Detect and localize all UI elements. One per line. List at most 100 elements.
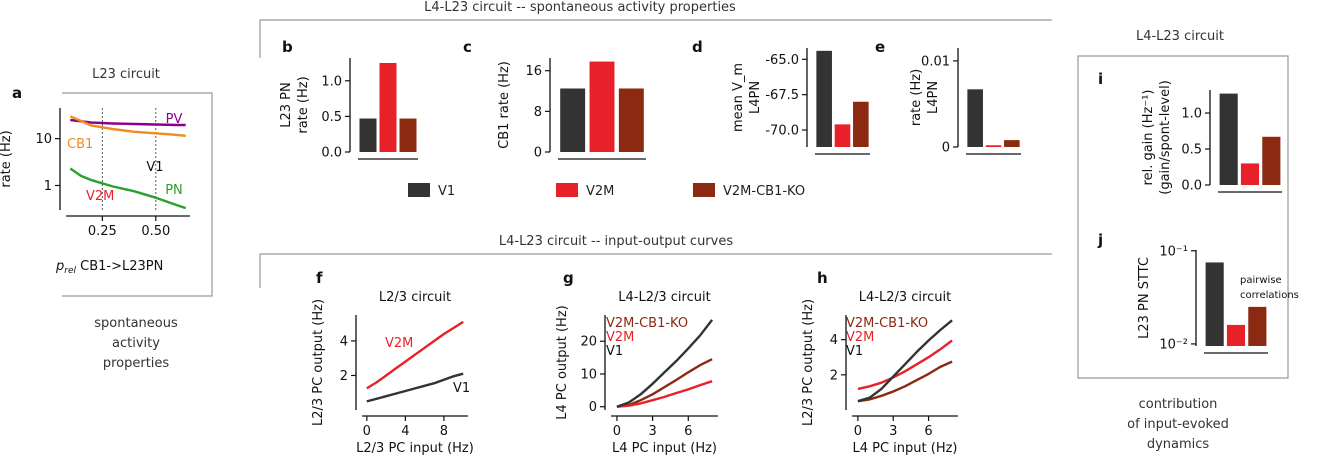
series-line-g-v2m-cb1-ko xyxy=(616,358,713,408)
bar-b-v1 xyxy=(359,118,377,152)
y-tick-label-f-0: 2 xyxy=(340,369,348,384)
panel-letter-d: d xyxy=(692,38,703,56)
title-h: L4-L2/3 circuit xyxy=(859,290,951,305)
x-tick-label-f-2: 8 xyxy=(440,424,448,439)
x-tick-label-g-0: 0 xyxy=(613,424,621,439)
caption-right-3: dynamics xyxy=(1147,437,1210,452)
bar-j-v2m-cb1-ko xyxy=(1248,306,1267,346)
header-l23: L23 circuit xyxy=(92,67,160,82)
y-tick-label-h-0: 2 xyxy=(830,368,838,383)
chart-g: 0 3 6 0 10 20 L4-L2/3 circuit L4 PC input (Hz) L… xyxy=(555,290,718,456)
y-tick-label-b-0: 0.0 xyxy=(321,146,342,161)
series-label-a-v1: V1 xyxy=(146,160,163,175)
y-tick-label-i-0: 0.0 xyxy=(1181,179,1202,194)
chart-f: 0 4 8 2 4 L2/3 circuit L2/3 PC input (Hz) L2/3 … xyxy=(311,290,474,456)
bar-d-v2m xyxy=(834,124,851,147)
caption-a-1: spontaneous xyxy=(94,316,178,331)
caption-a-3: properties xyxy=(103,356,170,371)
y-label-d-0: mean V_m xyxy=(731,63,746,132)
y-tick-label-j-0: 10⁻¹ xyxy=(1159,244,1188,259)
legend-label-v2m: V2M xyxy=(586,184,614,199)
caption-a-2: activity xyxy=(112,336,160,351)
y-label-j-0: L23 PN STTC xyxy=(1137,257,1152,339)
x-tick-label-a-0: 0.25 xyxy=(88,224,117,239)
legend-label-v1: V1 xyxy=(438,184,455,199)
x-tick-label-h-2: 6 xyxy=(924,424,932,439)
bar-c-v1 xyxy=(560,88,586,152)
series-line-h-v2m xyxy=(857,339,953,391)
bar-b-v2m xyxy=(379,62,397,152)
x-label-g: L4 PC input (Hz) xyxy=(612,441,717,456)
series-label-g-v1: V1 xyxy=(606,344,623,359)
header-io: L4-L23 circuit -- input-output curves xyxy=(499,234,733,249)
y-tick-label-e-0: 0 xyxy=(942,141,950,156)
y-label-a: rate (Hz) xyxy=(0,130,14,187)
chart-d: -70.0 -67.5 -65.0 mean V_m L4PN xyxy=(731,48,870,155)
bar-j-v2m xyxy=(1226,324,1246,346)
y-label-f: L2/3 PC output (Hz) xyxy=(311,299,326,426)
x-tick-label-h-1: 3 xyxy=(889,424,897,439)
y-label-g: L4 PC output (Hz) xyxy=(555,305,570,419)
y-tick-label-j-1: 10⁻² xyxy=(1159,337,1188,352)
series-label-g-ko: V2M-CB1-KO xyxy=(606,316,688,331)
header-spont: L4-L23 circuit -- spontaneous activity p… xyxy=(424,0,736,15)
series-line-a-pn xyxy=(69,167,187,210)
legend-label-ko: V2M-CB1-KO xyxy=(723,184,805,199)
y-tick-label-g-2: 20 xyxy=(580,335,597,350)
y-label-h: L2/3 PC output (Hz) xyxy=(801,299,816,426)
y-tick-label-d-0: -70.0 xyxy=(765,124,799,139)
y-tick-label-i-1: 0.5 xyxy=(1181,143,1202,158)
x-label-h: L4 PC input (Hz) xyxy=(852,441,957,456)
x-label-f: L2/3 PC input (Hz) xyxy=(356,441,474,456)
series-label-h-v1: V1 xyxy=(846,344,863,359)
series-label-a-pn: PN xyxy=(165,183,183,198)
x-tick-label-a-1: 0.50 xyxy=(141,224,170,239)
frame-right xyxy=(1077,55,1289,379)
y-tick-label-b-2: 1.0 xyxy=(321,74,342,89)
caption-right-2: of input-evoked xyxy=(1127,417,1229,432)
bar-j-v1 xyxy=(1205,262,1224,346)
y-label-c-0: CB1 rate (Hz) xyxy=(497,61,512,149)
y-tick-label-b-1: 0.5 xyxy=(321,110,342,125)
y-label-b-0: L23 PN xyxy=(279,82,294,127)
y-label-e-0: rate (Hz) xyxy=(909,69,924,126)
legend: V1 V2M V2M-CB1-KO xyxy=(408,183,805,199)
series-line-h-v2m-cb1-ko xyxy=(857,360,953,403)
panel-letter-f: f xyxy=(316,269,323,287)
y-tick-label-d-1: -67.5 xyxy=(765,88,799,103)
series-label-f-v2m: V2M xyxy=(385,336,413,351)
bar-i-v2m-cb1-ko xyxy=(1262,136,1281,185)
bar-e-v1 xyxy=(967,89,983,147)
y-tick-label-c-2: 16 xyxy=(525,64,542,79)
legend-swatch-ko xyxy=(693,183,715,197)
annotation-j-0: pairwise xyxy=(1240,275,1282,286)
bar-i-v2m xyxy=(1240,163,1260,185)
x-tick-label-g-2: 6 xyxy=(684,424,692,439)
series-label-a-v2m: V2M xyxy=(86,189,114,204)
bar-c-v2m xyxy=(589,61,615,152)
panel-letter-g: g xyxy=(563,269,574,287)
panel-letter-b: b xyxy=(282,38,293,56)
y-label-i-1: (gain/spont-level) xyxy=(1158,80,1173,195)
y-tick-label-f-1: 4 xyxy=(340,334,348,349)
legend-swatch-v2m xyxy=(556,183,578,197)
x-label-a: prel CB1->L23PN xyxy=(55,259,163,276)
y-tick-label-g-1: 10 xyxy=(580,367,597,382)
series-label-f-v1: V1 xyxy=(453,381,470,396)
section-frames xyxy=(62,19,1289,379)
panel-letter-j: j xyxy=(1097,231,1103,249)
bar-e-v2m xyxy=(985,145,1002,147)
panel-letter-c: c xyxy=(463,38,472,56)
frame-spont xyxy=(259,19,1052,58)
title-f: L2/3 circuit xyxy=(379,290,451,305)
series-line-f-v2m xyxy=(366,320,464,390)
bar-i-v1 xyxy=(1219,93,1238,185)
chart-h: 0 3 6 2 4 L4-L2/3 circuit L4 PC input (Hz) L2/3… xyxy=(801,290,958,456)
series-label-h-ko: V2M-CB1-KO xyxy=(846,316,928,331)
series-label-a-pv: PV xyxy=(166,112,183,127)
series-line-g-v2m xyxy=(616,380,713,408)
x-tick-label-g-1: 3 xyxy=(648,424,656,439)
title-g: L4-L2/3 circuit xyxy=(618,290,710,305)
series-line-a-pv xyxy=(70,118,186,127)
